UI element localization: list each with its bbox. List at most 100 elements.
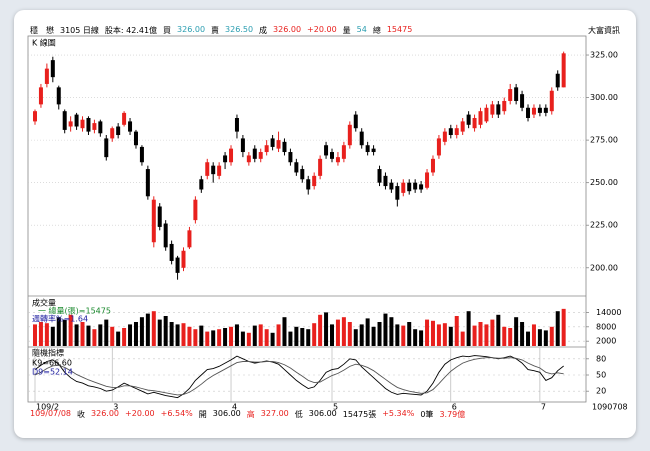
- candle-body: [514, 87, 519, 101]
- candle-body: [442, 131, 447, 142]
- volume-bar: [199, 325, 204, 346]
- candle-body: [383, 175, 388, 187]
- panel-title: 隨機指標: [32, 348, 64, 358]
- candle-body: [181, 250, 186, 268]
- volume-bar: [264, 329, 269, 346]
- volume-bar: [92, 329, 97, 346]
- volume-bar: [294, 326, 299, 346]
- candle-body: [116, 126, 121, 136]
- candle-body: [68, 121, 73, 127]
- candle-body: [531, 107, 536, 115]
- candle-body: [151, 199, 156, 243]
- volume-bar: [502, 326, 507, 346]
- candle-body: [145, 169, 150, 197]
- candle-body: [110, 128, 115, 139]
- info-item: +20.00: [125, 409, 155, 418]
- y-tick-label: 225.00: [590, 221, 618, 230]
- x-tick-label: 4: [232, 403, 237, 412]
- info-item: 開: [198, 410, 207, 419]
- candle-body: [324, 145, 329, 156]
- volume-bar: [217, 329, 222, 346]
- candle-body: [163, 223, 168, 248]
- candle-body: [288, 152, 293, 163]
- info-item: 總: [372, 26, 381, 35]
- volume-bar: [56, 317, 61, 346]
- volume-bar: [353, 329, 358, 346]
- y-tick-label: 250.00: [590, 178, 618, 187]
- volume-bar: [508, 328, 513, 346]
- footer: 109/07/08 收 326.00 +20.00 +6.54% 開 306.00 高 327.…: [30, 409, 465, 420]
- volume-bar: [389, 317, 394, 346]
- info-item: 109/07/08: [30, 409, 72, 418]
- candle-body: [520, 94, 525, 108]
- volume-bar: [318, 314, 323, 346]
- candle-body: [294, 162, 299, 173]
- candle-body: [484, 107, 489, 122]
- y-tick-label: 50: [596, 371, 606, 380]
- volume-bar: [86, 325, 91, 346]
- volume-bar: [169, 322, 174, 346]
- brand: 大富資訊: [588, 26, 620, 35]
- volume-bar: [229, 326, 234, 346]
- volume-bar: [234, 324, 239, 346]
- y-tick-label: 275.00: [590, 136, 618, 145]
- volume-bar: [33, 324, 37, 346]
- y-tick-label: 2000: [596, 337, 616, 346]
- volume-bar: [223, 328, 228, 346]
- volume-bar: [514, 317, 519, 346]
- volume-bar: [359, 324, 364, 346]
- date-label: 1090708: [592, 403, 628, 412]
- volume-bar: [128, 324, 133, 346]
- candle-body: [472, 117, 477, 129]
- kd-line: [34, 357, 564, 396]
- candle-body: [526, 107, 531, 118]
- info-item: 15475: [386, 25, 413, 34]
- candle-body: [430, 158, 435, 173]
- volume-bar: [211, 330, 216, 346]
- candle-body: [175, 257, 180, 273]
- candle-body: [335, 157, 340, 163]
- volume-bar: [395, 324, 400, 346]
- candle-body: [436, 138, 441, 156]
- candle-body: [139, 146, 144, 163]
- info-item: 306.00: [212, 409, 241, 418]
- volume-bar: [526, 331, 531, 346]
- x-tick-label: 109/2: [36, 403, 59, 412]
- volume-bar: [407, 322, 412, 346]
- volume-bar: [270, 332, 275, 346]
- info-item: 收: [77, 410, 86, 419]
- y-tick-label: 8000: [596, 322, 616, 331]
- candle-body: [365, 145, 370, 153]
- candle-body: [211, 165, 216, 175]
- volume-bar: [430, 320, 435, 346]
- info-item: +5.34%: [382, 409, 415, 418]
- volume-bar: [324, 312, 329, 346]
- volume-bar: [98, 324, 103, 346]
- volume-bar: [543, 330, 548, 346]
- volume-bar: [151, 311, 156, 346]
- candle-body: [80, 119, 85, 129]
- info-item: 買: [163, 26, 172, 35]
- candle-body: [229, 148, 234, 163]
- volume-bar: [163, 316, 168, 346]
- volume-bar: [419, 330, 424, 346]
- volume-bar: [288, 331, 293, 346]
- candle-body: [508, 89, 513, 101]
- volume-bar: [104, 319, 109, 346]
- volume-bar: [157, 319, 162, 346]
- info-item: 低: [294, 410, 303, 419]
- volume-bar: [448, 326, 453, 346]
- candle-body: [74, 114, 79, 127]
- volume-bar: [139, 317, 144, 346]
- candle-body: [199, 179, 204, 190]
- volume-bar: [122, 328, 127, 346]
- info-item: 54: [356, 25, 367, 34]
- candle-body: [419, 184, 424, 190]
- panel-title: K 線圖: [32, 38, 56, 48]
- candle-body: [157, 206, 162, 227]
- x-tick-label: 7: [541, 403, 546, 412]
- y-tick-label: 300.00: [590, 93, 618, 102]
- candle-body: [86, 117, 91, 132]
- candle-body: [496, 104, 501, 115]
